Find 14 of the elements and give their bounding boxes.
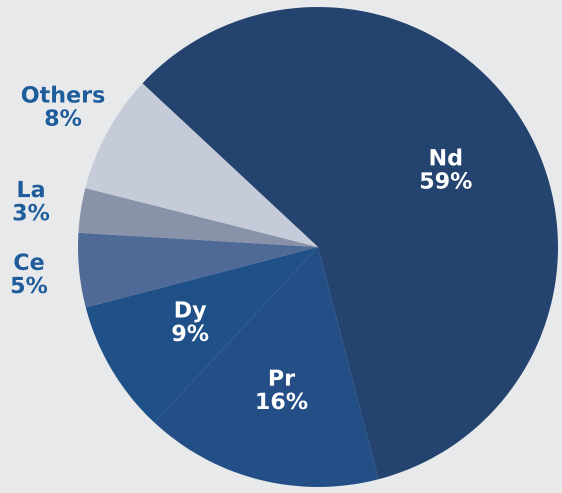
data-label: 8%: [46, 109, 82, 126]
slice-label: Nd: [430, 148, 462, 166]
slice-label: Pr: [270, 370, 296, 386]
slice-label: Ce: [14, 253, 44, 270]
data-label: 59%: [420, 172, 472, 189]
pie-slice: [78, 188, 318, 247]
slice-label: Dy: [176, 301, 206, 322]
data-label: 9%: [172, 324, 208, 342]
slice-label: Others: [22, 86, 104, 103]
data-label: 3%: [14, 204, 50, 221]
pie-slice: [142, 7, 558, 480]
data-label: 5%: [12, 276, 48, 294]
slice-label: La: [18, 180, 44, 198]
data-label: 16%: [257, 392, 308, 410]
